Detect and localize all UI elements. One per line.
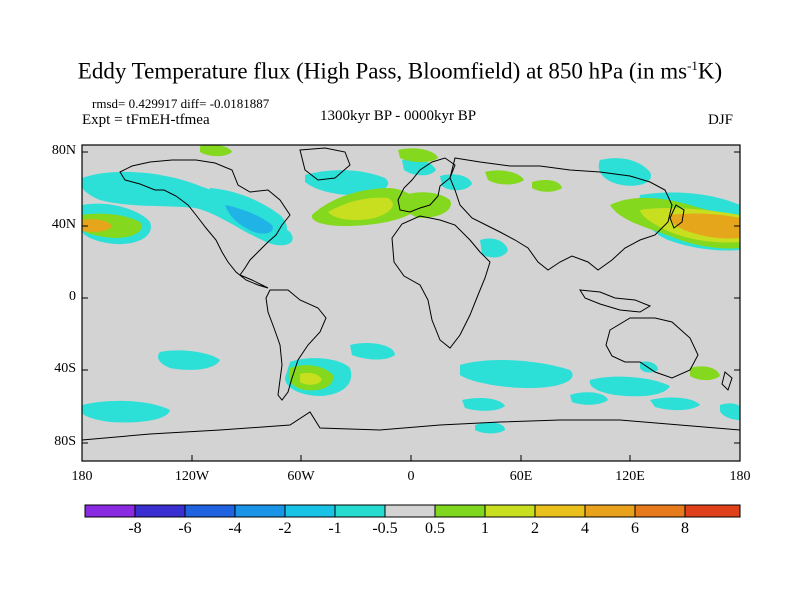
- anomaly-shading: [82, 144, 740, 434]
- lon-label-60w: 60W: [287, 469, 315, 484]
- green-region-europe: [403, 192, 451, 218]
- coastline-asia: [449, 157, 673, 271]
- lon-label-180w: 180: [71, 469, 93, 484]
- colorbar-swatch-8: [434, 504, 486, 518]
- orange-region-pacific: [669, 213, 740, 239]
- yellow-region-south-atlantic: [300, 372, 322, 385]
- colorbar-swatch-10: [534, 504, 586, 518]
- cyan-region-southern-ocean-2: [82, 400, 170, 423]
- cyan-region-southern-ocean-7: [475, 422, 505, 434]
- colorbar-label: 0.5: [425, 520, 445, 537]
- colorbar-swatch-11: [584, 504, 636, 518]
- cyan-region-europe: [402, 158, 436, 176]
- cyan-region-southern-ocean-5: [650, 397, 700, 411]
- cyan-region-arctic: [305, 170, 389, 196]
- green-region-siberia: [532, 180, 562, 192]
- colorbar-swatch-12: [634, 504, 686, 518]
- cyan-region-southern-ocean-3: [462, 398, 505, 411]
- green-region-australia: [690, 366, 720, 381]
- coastline-antarctica: [81, 411, 741, 441]
- coastline-south-america: [265, 289, 327, 401]
- yellow-region-atlantic: [328, 197, 393, 220]
- colorbar-swatch-2: [134, 504, 186, 518]
- colorbar-swatch-13: [684, 504, 741, 518]
- colorbar-label: 6: [631, 520, 639, 537]
- orange-region-pacific-west: [82, 219, 112, 232]
- coastline-greenland: [299, 147, 351, 181]
- cyan-region-southern-ocean-4: [570, 392, 608, 405]
- colorbar-label: -1: [328, 520, 342, 537]
- lon-label-180e: 180: [729, 469, 751, 484]
- blue-region-north-america: [225, 205, 273, 234]
- experiment-label: Expt = tFmEH-tfmea: [82, 112, 210, 128]
- lat-label-40n: 40N: [51, 217, 76, 232]
- cyan-region-mideast: [480, 238, 508, 258]
- colorbar-swatch-3: [184, 504, 236, 518]
- colorbar-swatch-1: [84, 504, 136, 518]
- coastlines: [81, 147, 741, 441]
- cyan-region-southern-ocean-6: [720, 403, 740, 420]
- lat-label-80s: 80S: [54, 434, 76, 449]
- colorbar-label: 4: [581, 520, 589, 537]
- lon-label-0: 0: [407, 469, 415, 484]
- stats-label: rmsd= 0.429917 diff= -0.0181887: [92, 96, 270, 111]
- cyan-region-south-pacific: [158, 350, 220, 370]
- latitude-ticks: [82, 151, 740, 444]
- coastline-north-america: [119, 159, 291, 289]
- green-region-scandinavia: [398, 148, 438, 163]
- season-label: DJF: [708, 112, 734, 128]
- colorbar-swatch-6: [334, 504, 386, 518]
- lat-label-80n: 80N: [51, 143, 76, 158]
- green-region-russia: [485, 170, 524, 185]
- lat-label-0: 0: [69, 289, 76, 304]
- colorbar-label: -4: [228, 520, 242, 537]
- colorbar-label: 8: [681, 520, 689, 537]
- coastline-japan: [669, 204, 685, 229]
- cyan-region-indian-ocean: [460, 359, 573, 388]
- cyan-region-new-zealand: [640, 361, 658, 373]
- colorbar-swatch-5: [284, 504, 336, 518]
- coastline-indonesia: [579, 289, 652, 313]
- lat-label-40s: 40S: [54, 361, 76, 376]
- coastline-new-zealand: [721, 371, 733, 391]
- lon-label-120w: 120W: [174, 469, 210, 484]
- coastline-africa: [391, 215, 491, 349]
- colorbar-label: 1: [481, 520, 489, 537]
- colorbar-label: -2: [278, 520, 292, 537]
- lon-label-120e: 120E: [615, 469, 645, 484]
- cyan-region-southern-ocean-1: [350, 343, 395, 360]
- colorbar-swatch-9: [484, 504, 536, 518]
- colorbar-swatch-4: [234, 504, 286, 518]
- colorbar-swatch-7: [384, 504, 436, 518]
- map-title: Eddy Temperature flux (High Pass, Bloomf…: [77, 58, 723, 84]
- green-region-greenland: [200, 144, 232, 157]
- cyan-region-australia-south: [589, 376, 670, 397]
- longitude-ticks: [81, 455, 741, 461]
- colorbar-label: -8: [128, 520, 142, 537]
- colorbar-label: 2: [531, 520, 539, 537]
- lon-label-60e: 60E: [509, 469, 533, 484]
- period-label: 1300kyr BP - 0000kyr BP: [320, 108, 477, 124]
- colorbar: [84, 504, 741, 518]
- cyan-region-europe-east: [440, 174, 472, 191]
- colorbar-label: -6: [178, 520, 192, 537]
- coastline-australia: [605, 317, 699, 379]
- colorbar-label: -0.5: [372, 520, 398, 537]
